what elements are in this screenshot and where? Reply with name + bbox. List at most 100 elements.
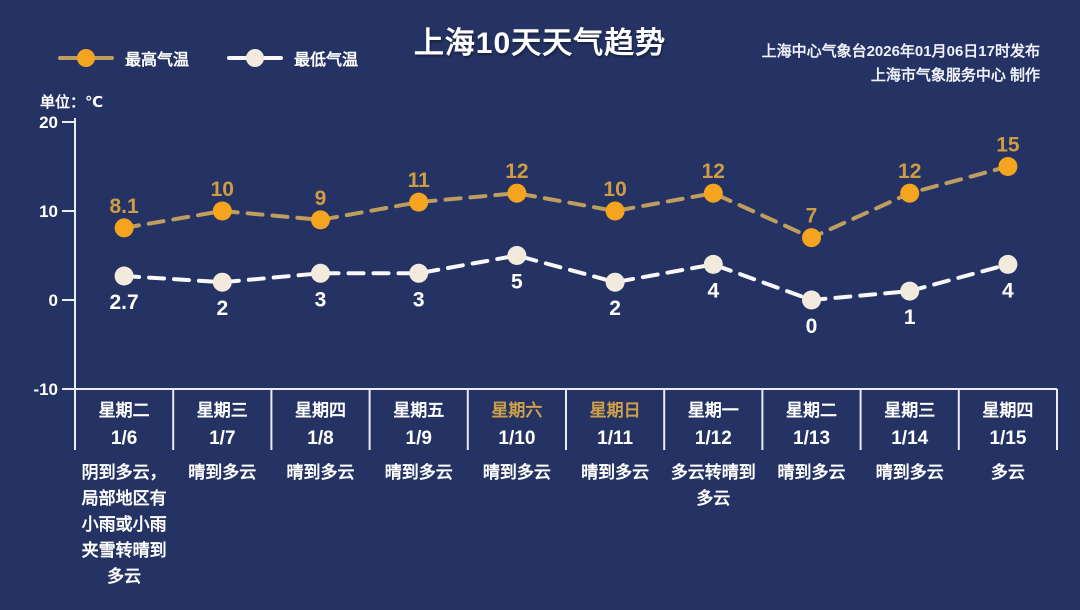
min-temp-value-label: 4: [1002, 279, 1014, 302]
weekday-label: 星期二: [98, 401, 150, 420]
max-temp-value-label: 9: [315, 187, 327, 210]
weekday-label: 星期三: [884, 401, 936, 420]
min-temp-point: [605, 272, 625, 292]
date-label: 1/9: [405, 428, 432, 449]
y-tick-label: 10: [39, 202, 58, 221]
day-column: 星期四 1/15: [959, 396, 1057, 450]
min-temp-marker-icon: [227, 48, 284, 68]
date-label: 1/8: [307, 428, 334, 449]
max-temp-value-label: 11: [408, 169, 431, 192]
max-temp-value-label: 10: [603, 178, 626, 201]
publisher-info: 上海中心气象台2026年01月06日17时发布 上海市气象服务中心 制作: [762, 40, 1040, 88]
min-temp-value-label: 2.7: [109, 291, 138, 314]
date-label: 1/14: [891, 428, 929, 449]
x-axis-day-labels: 星期二 1/6 星期三 1/7 星期四 1/8 星期五 1/9 星期六 1/10 星期日 1/11 星期…: [75, 396, 1057, 450]
min-temp-value-label: 2: [216, 297, 228, 320]
weather-text: 多云: [990, 463, 1025, 482]
date-label: 1/6: [110, 428, 138, 449]
min-temp-point: [311, 263, 330, 283]
weather-text: 多云转晴到多云: [670, 463, 756, 508]
weekday-label: 星期六: [491, 401, 543, 420]
weather-text: 晴到多云: [581, 463, 650, 482]
min-temp-value-label: 4: [707, 279, 719, 302]
min-temp-point: [703, 254, 723, 274]
y-tick-label: 0: [49, 291, 58, 310]
min-temp-value-label: 2: [609, 297, 621, 320]
weather-text: 晴到多云: [286, 463, 355, 482]
min-temp-point: [900, 281, 920, 301]
date-label: 1/7: [209, 428, 236, 449]
weather-text: 晴到多云: [188, 463, 257, 482]
day-column: 星期三 1/14: [861, 396, 959, 450]
day-column: 星期五 1/9: [370, 396, 468, 450]
min-temp-point: [507, 246, 527, 265]
y-tick-label: -10: [33, 380, 58, 399]
min-temp-value-label: 3: [413, 288, 425, 311]
day-column: 星期二 1/13: [762, 396, 860, 450]
weather-text: 晴到多云: [777, 463, 846, 482]
max-temp-point: [802, 228, 821, 248]
date-label: 1/11: [597, 428, 634, 449]
day-column: 星期日 1/11: [566, 396, 664, 450]
max-temp-point: [605, 201, 625, 221]
max-temp-point: [114, 218, 134, 238]
min-temp-point: [212, 272, 232, 292]
day-column: 星期三 1/7: [173, 396, 271, 450]
legend-label-min-temp: 最低气温: [294, 52, 359, 69]
weather-text: 晴到多云: [482, 463, 551, 482]
min-temp-value-label: 0: [806, 315, 818, 338]
min-temp-point: [409, 263, 429, 283]
weather-text: 阴到多云，局部地区有小雨或小雨夹雪转晴到多云: [81, 463, 167, 586]
max-temp-value-label: 12: [505, 160, 528, 183]
max-temp-point: [703, 183, 723, 203]
date-label: 1/12: [694, 428, 732, 449]
date-label: 1/13: [793, 428, 831, 449]
min-temp-point: [114, 266, 134, 286]
day-column: 星期二 1/6: [75, 396, 173, 450]
max-temp-value-label: 12: [898, 160, 921, 183]
min-temp-value-label: 3: [315, 288, 327, 311]
legend: 最高气温 最低气温: [58, 46, 358, 70]
max-temp-line: [122, 164, 1010, 240]
weekday-label: 星期二: [786, 401, 838, 420]
weather-text: 晴到多云: [875, 463, 944, 482]
min-temp-line: [122, 253, 1010, 303]
max-temp-point: [900, 183, 920, 203]
weather-text: 晴到多云: [384, 463, 453, 482]
max-temp-value-label: 8.1: [109, 195, 139, 218]
max-temp-point: [212, 201, 232, 221]
weekday-label: 星期四: [982, 401, 1034, 420]
day-column: 星期六 1/10: [468, 396, 566, 450]
max-temp-value-label: 15: [996, 134, 1020, 157]
min-temp-point: [998, 254, 1018, 274]
day-column: 星期四 1/8: [271, 396, 369, 450]
legend-item-min-temp: 最低气温: [227, 46, 358, 70]
legend-label-max-temp: 最高气温: [125, 52, 190, 69]
max-temp-value-label: 10: [211, 178, 234, 201]
weekday-label: 星期四: [295, 401, 346, 420]
date-label: 1/10: [498, 428, 536, 449]
page-title: 上海10天天气趋势: [413, 27, 667, 60]
min-temp-value-label: 1: [904, 306, 916, 329]
min-temp-value-label: 5: [511, 271, 523, 294]
max-temp-point: [311, 210, 330, 230]
weather-description-row: 阴到多云，局部地区有小雨或小雨夹雪转晴到多云 晴到多云 晴到多云 晴到多云 晴到多云 晴到…: [75, 460, 1057, 590]
unit-label: 单位：℃: [40, 94, 104, 111]
max-temp-point: [409, 192, 429, 212]
day-column: 星期一 1/12: [664, 396, 762, 450]
max-temp-point: [998, 157, 1018, 176]
weekday-label: 星期五: [393, 401, 445, 420]
weekday-label: 星期日: [589, 401, 641, 420]
y-tick-label: 20: [39, 113, 58, 132]
publisher-line-1: 上海中心气象台2026年01月06日17时发布: [761, 43, 1040, 60]
weekday-label: 星期一: [687, 401, 739, 420]
date-label: 1/15: [989, 428, 1027, 449]
publisher-line-2: 上海市气象服务中心 制作: [870, 67, 1040, 84]
min-temp-point: [802, 290, 821, 310]
max-temp-point: [507, 183, 527, 203]
weekday-label: 星期三: [196, 401, 248, 420]
legend-item-max-temp: 最高气温: [58, 46, 189, 70]
max-temp-value-label: 12: [702, 160, 725, 183]
